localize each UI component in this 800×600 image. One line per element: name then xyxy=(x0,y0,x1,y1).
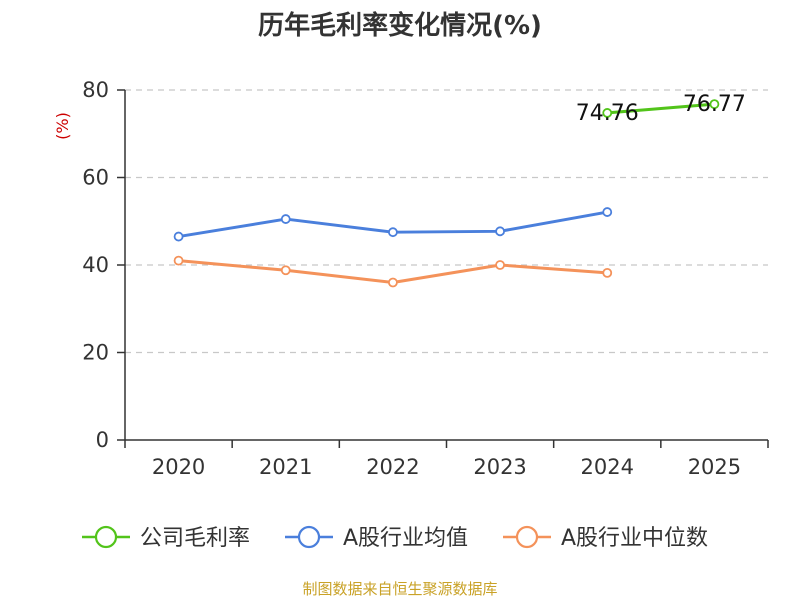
data-point xyxy=(388,277,398,288)
data-labels: 74.76 76.77 xyxy=(576,92,746,126)
data-point xyxy=(495,226,505,237)
y-tick-label: 40 xyxy=(82,253,109,277)
y-tick-label: 20 xyxy=(82,341,109,365)
x-tick-label: 2024 xyxy=(581,455,634,479)
legend-label: A股行业中位数 xyxy=(561,526,708,551)
data-point xyxy=(388,227,398,238)
x-tick-label: 2021 xyxy=(259,455,312,479)
source-credit: 制图数据来自恒生聚源数据库 xyxy=(302,580,497,598)
legend-marker-2 xyxy=(515,525,539,549)
legend-marker-0 xyxy=(94,525,118,549)
data-point xyxy=(173,255,184,266)
legend-label: 公司毛利率 xyxy=(140,526,250,551)
data-point xyxy=(709,99,720,110)
data-point xyxy=(280,265,291,276)
x-tick-label: 2020 xyxy=(152,455,205,479)
chart-title: 历年毛利率变化情况(%) xyxy=(258,10,542,41)
axes: 0 20 40 60 80 2020 2021 2022 2023 2024 2025 xyxy=(82,78,769,479)
grid xyxy=(125,89,768,354)
y-tick-label: 80 xyxy=(82,78,109,102)
x-tick-label: 2022 xyxy=(366,455,419,479)
data-point xyxy=(602,207,613,217)
legend-label: A股行业均值 xyxy=(343,526,468,551)
legend-marker-1 xyxy=(297,525,321,549)
data-label: 74.76 xyxy=(576,101,639,126)
x-tick-label: 2025 xyxy=(688,455,741,479)
data-label: 76.77 xyxy=(683,92,746,117)
y-axis-label: (%) xyxy=(53,112,72,140)
y-tick-label: 60 xyxy=(82,166,109,190)
data-point xyxy=(280,214,291,224)
series xyxy=(173,99,720,288)
data-point xyxy=(602,267,613,278)
x-tick-label: 2023 xyxy=(473,455,526,479)
data-point xyxy=(173,231,184,242)
data-point xyxy=(602,108,613,118)
data-point xyxy=(495,260,505,270)
series-line-0 xyxy=(607,102,715,115)
y-tick-label: 0 xyxy=(96,428,109,452)
legend: 公司毛利率 A股行业均值 A股行业中位数 xyxy=(82,525,708,551)
